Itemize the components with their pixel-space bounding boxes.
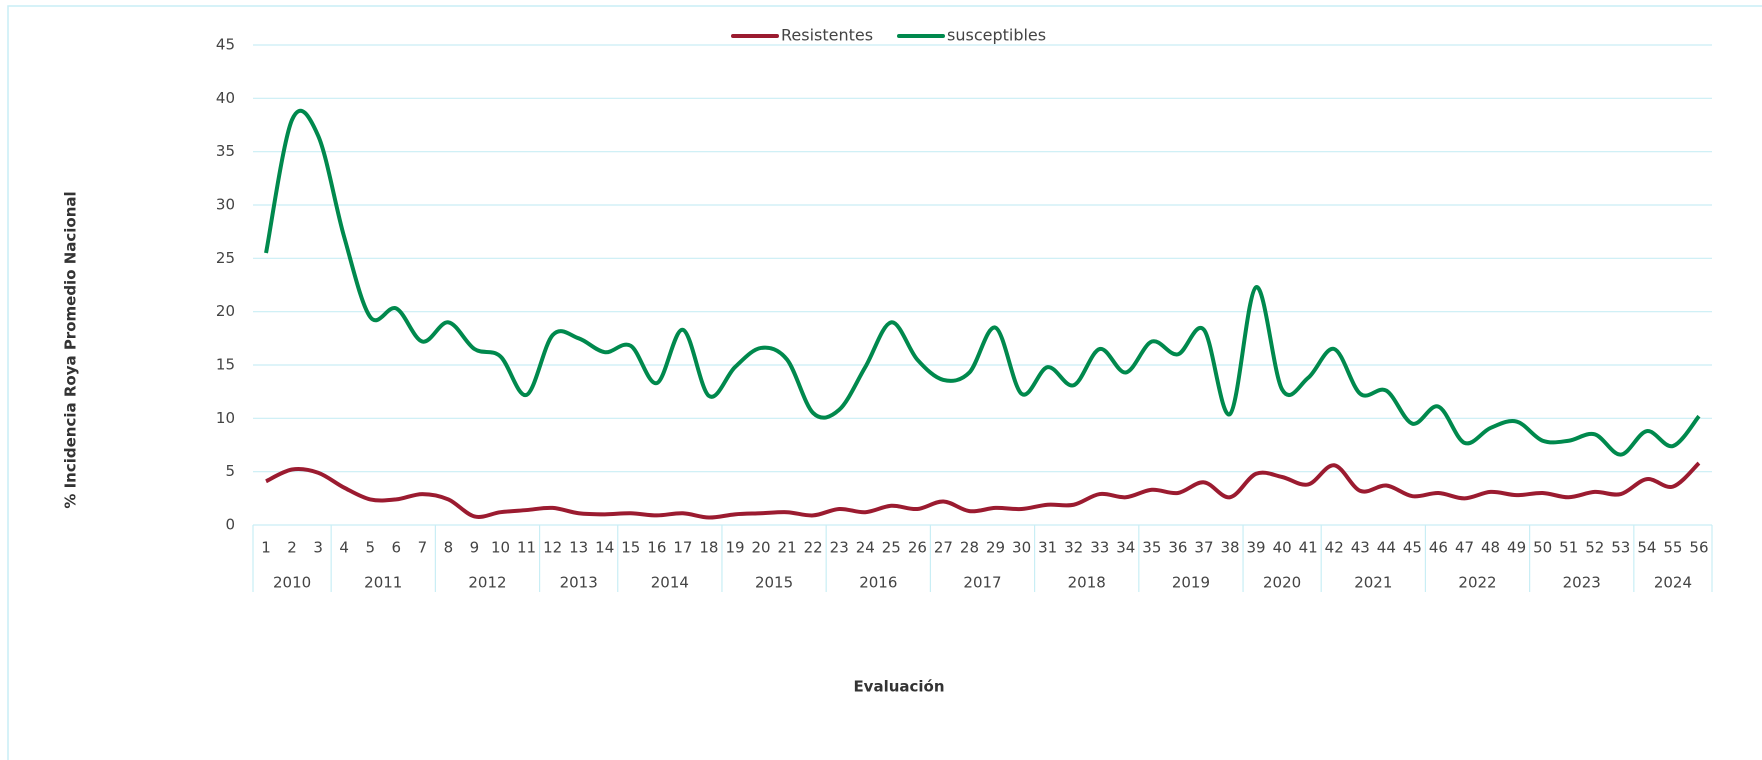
y-tick-label: 45 <box>216 36 235 54</box>
y-tick-label: 5 <box>225 462 235 480</box>
group-label: 2013 <box>560 574 598 592</box>
x-tick-label: 39 <box>1247 539 1266 557</box>
y-axis-title: % Incidencia Roya Promedio Nacional <box>62 191 80 508</box>
x-tick-label: 2 <box>287 539 297 557</box>
x-tick-label: 25 <box>882 539 901 557</box>
x-tick-label: 53 <box>1611 539 1630 557</box>
x-tick-label: 26 <box>908 539 927 557</box>
group-label: 2015 <box>755 574 793 592</box>
x-tick-label: 21 <box>778 539 797 557</box>
x-tick-label: 12 <box>543 539 562 557</box>
x-tick-label: 8 <box>444 539 454 557</box>
x-tick-label: 23 <box>830 539 849 557</box>
group-label: 2016 <box>859 574 897 592</box>
x-tick-label: 44 <box>1377 539 1396 557</box>
group-label: 2010 <box>273 574 311 592</box>
group-label: 2020 <box>1263 574 1301 592</box>
group-label: 2018 <box>1068 574 1106 592</box>
x-axis-title: Evaluación <box>853 678 944 696</box>
x-tick-label: 27 <box>934 539 953 557</box>
x-tick-label: 31 <box>1038 539 1057 557</box>
y-tick-label: 25 <box>216 249 235 267</box>
x-tick-label: 10 <box>491 539 510 557</box>
group-label: 2022 <box>1458 574 1496 592</box>
x-tick-label: 43 <box>1351 539 1370 557</box>
x-tick-label: 16 <box>647 539 666 557</box>
x-tick-label: 18 <box>699 539 718 557</box>
y-tick-label: 35 <box>216 142 235 160</box>
group-label: 2021 <box>1354 574 1392 592</box>
x-tick-label: 15 <box>621 539 640 557</box>
legend-label: susceptibles <box>947 26 1046 45</box>
x-tick-label: 7 <box>418 539 428 557</box>
x-tick-label: 19 <box>725 539 744 557</box>
x-tick-label: 51 <box>1559 539 1578 557</box>
x-tick-label: 22 <box>804 539 823 557</box>
group-label: 2024 <box>1654 574 1692 592</box>
x-tick-label: 28 <box>960 539 979 557</box>
y-tick-label: 15 <box>216 356 235 374</box>
x-tick-label: 49 <box>1507 539 1526 557</box>
x-tick-label: 32 <box>1064 539 1083 557</box>
x-tick-label: 36 <box>1168 539 1187 557</box>
x-tick-label: 41 <box>1299 539 1318 557</box>
x-tick-label: 37 <box>1194 539 1213 557</box>
x-tick-label: 48 <box>1481 539 1500 557</box>
y-tick-label: 0 <box>225 516 235 534</box>
x-tick-label: 5 <box>365 539 375 557</box>
x-tick-label: 45 <box>1403 539 1422 557</box>
group-label: 2017 <box>963 574 1001 592</box>
x-tick-label: 42 <box>1325 539 1344 557</box>
y-tick-label: 10 <box>216 409 235 427</box>
x-tick-label: 13 <box>569 539 588 557</box>
x-tick-label: 1 <box>261 539 271 557</box>
group-label: 2019 <box>1172 574 1210 592</box>
x-tick-label: 9 <box>470 539 480 557</box>
x-tick-label: 38 <box>1220 539 1239 557</box>
x-tick-label: 17 <box>673 539 692 557</box>
x-tick-label: 14 <box>595 539 614 557</box>
group-label: 2023 <box>1563 574 1601 592</box>
x-tick-label: 50 <box>1533 539 1552 557</box>
x-tick-label: 30 <box>1012 539 1031 557</box>
x-tick-label: 34 <box>1116 539 1135 557</box>
x-tick-label: 52 <box>1585 539 1604 557</box>
x-tick-label: 4 <box>339 539 349 557</box>
x-tick-label: 3 <box>313 539 323 557</box>
x-tick-label: 20 <box>751 539 770 557</box>
frame <box>7 5 1762 760</box>
x-tick-label: 47 <box>1455 539 1474 557</box>
group-label: 2012 <box>468 574 506 592</box>
y-tick-label: 30 <box>216 196 235 214</box>
group-label: 2014 <box>651 574 689 592</box>
x-tick-label: 24 <box>856 539 875 557</box>
series-line <box>265 461 1701 520</box>
x-tick-label: 33 <box>1090 539 1109 557</box>
x-tick-label: 56 <box>1689 539 1708 557</box>
series-line <box>264 108 1701 457</box>
group-label: 2011 <box>364 574 402 592</box>
x-tick-label: 6 <box>392 539 402 557</box>
y-tick-label: 20 <box>216 302 235 320</box>
x-tick-label: 35 <box>1142 539 1161 557</box>
x-tick-label: 46 <box>1429 539 1448 557</box>
legend-label: Resistentes <box>781 26 873 45</box>
x-tick-label: 40 <box>1273 539 1292 557</box>
x-tick-label: 29 <box>986 539 1005 557</box>
y-tick-label: 40 <box>216 89 235 107</box>
x-tick-label: 54 <box>1637 539 1656 557</box>
x-tick-label: 55 <box>1663 539 1682 557</box>
x-tick-label: 11 <box>517 539 536 557</box>
